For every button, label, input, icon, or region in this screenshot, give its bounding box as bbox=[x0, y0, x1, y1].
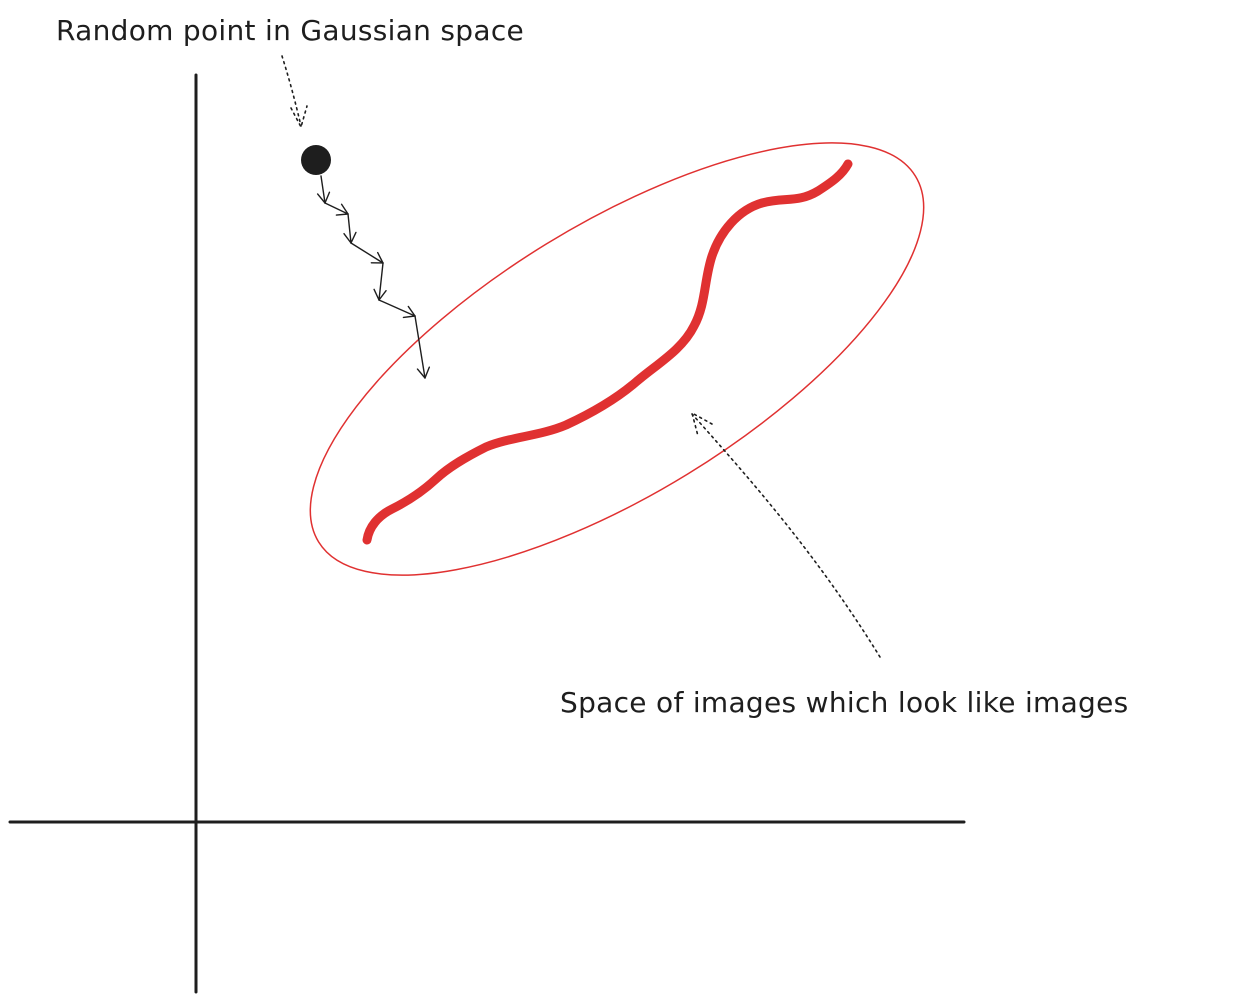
step-arrow bbox=[373, 262, 387, 301]
step-arrow bbox=[378, 299, 416, 319]
step-arrow bbox=[414, 315, 431, 379]
step-arrow bbox=[350, 242, 384, 264]
step-arrow bbox=[343, 213, 357, 244]
image-space-ellipse bbox=[309, 142, 925, 576]
step-arrow bbox=[316, 175, 331, 204]
image-manifold-curve bbox=[362, 159, 853, 545]
image-space-label: Space of images which look like images bbox=[560, 686, 1129, 719]
step-arrow bbox=[324, 202, 349, 216]
image-space-pointer bbox=[691, 413, 881, 658]
random-point-pointer-head bbox=[290, 105, 308, 128]
image-space-pointer-head bbox=[691, 412, 713, 437]
random-point-pointer bbox=[281, 55, 302, 127]
random-start-point bbox=[301, 145, 331, 175]
denoising-path bbox=[316, 175, 431, 379]
random-point-label: Random point in Gaussian space bbox=[56, 14, 525, 47]
